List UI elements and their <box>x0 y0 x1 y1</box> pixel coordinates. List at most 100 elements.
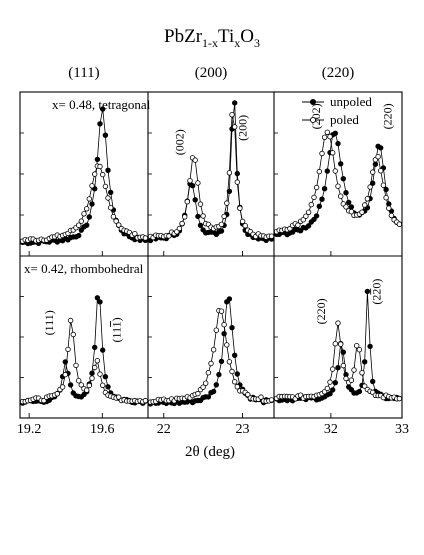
data-point-poled <box>224 200 230 206</box>
data-point-unpoled <box>226 296 233 302</box>
data-point-poled <box>359 209 365 215</box>
figure-title: PbZr1-xTixO3 <box>164 26 260 50</box>
data-point-poled <box>115 394 122 400</box>
data-point-poled <box>367 184 373 190</box>
data-point-unpoled <box>231 100 238 106</box>
data-point-unpoled <box>311 216 317 223</box>
data-point-poled <box>324 129 330 135</box>
data-point-unpoled <box>346 199 352 206</box>
data-point-poled <box>242 222 248 229</box>
data-point-unpoled <box>107 189 114 196</box>
data-point-poled <box>268 233 275 239</box>
data-point-poled <box>268 397 275 403</box>
data-point-poled <box>378 168 384 174</box>
data-point-unpoled <box>189 182 196 189</box>
data-point-poled <box>132 230 138 237</box>
data-point-poled <box>89 375 95 381</box>
data-point-unpoled <box>335 365 341 371</box>
data-point-unpoled <box>370 378 376 385</box>
data-point-unpoled <box>99 347 106 353</box>
panel-note: x= 0.42, rhombohedral <box>24 261 144 276</box>
title-mid: Ti <box>218 26 234 47</box>
data-point-poled <box>97 163 103 170</box>
column-title: (200) <box>195 65 228 81</box>
data-point-unpoled <box>324 168 330 174</box>
data-point-poled <box>335 320 341 326</box>
data-point-poled <box>166 233 172 239</box>
data-point-poled <box>184 198 190 205</box>
data-point-poled <box>41 397 47 404</box>
data-point-unpoled <box>86 214 92 220</box>
data-point-unpoled <box>218 228 225 234</box>
data-point-poled <box>388 212 395 219</box>
data-point-poled <box>311 194 317 201</box>
data-point-poled <box>208 360 214 367</box>
data-point-unpoled <box>94 295 101 301</box>
data-point-unpoled <box>330 387 336 393</box>
peak-label: (220) <box>370 279 384 305</box>
data-point-poled <box>210 347 217 353</box>
data-point-poled <box>200 213 206 219</box>
data-point-poled <box>83 206 90 212</box>
data-point-unpoled <box>367 343 373 350</box>
data-point-poled <box>107 204 114 211</box>
data-point-poled <box>303 213 309 219</box>
x-tick-label: 19.2 <box>17 422 42 437</box>
data-point-unpoled <box>105 384 111 390</box>
data-point-unpoled <box>321 185 328 192</box>
data-point-poled <box>99 171 106 178</box>
data-point-unpoled <box>213 382 219 388</box>
data-point-poled <box>330 366 336 372</box>
data-point-poled <box>338 341 344 347</box>
column-title: (111) <box>68 65 99 81</box>
data-point-poled <box>239 218 246 225</box>
data-point-poled <box>313 184 320 191</box>
title-end: O <box>240 26 254 47</box>
data-point-unpoled <box>362 359 368 365</box>
data-point-unpoled <box>83 222 90 228</box>
data-point-unpoled <box>67 382 74 388</box>
data-point-unpoled <box>231 352 238 358</box>
data-point-poled <box>229 111 235 118</box>
data-point-poled <box>332 341 338 347</box>
data-point-poled <box>348 208 355 215</box>
data-point-poled <box>65 346 71 353</box>
data-point-unpoled <box>89 201 95 207</box>
panels: x= 0.48, tetragonal (002) (200) (202) (220) x… <box>19 97 403 407</box>
panel-0-1: (002) (200) <box>147 100 275 244</box>
panel-1-0: x= 0.42, rhombohedral (111) (111) <box>19 261 149 406</box>
data-point-poled <box>229 368 235 375</box>
axis-ticks: 19.2 19.6 22 23 32 33 <box>17 251 409 437</box>
peak-label: (202) <box>309 103 323 129</box>
column-title: (220) <box>322 65 355 81</box>
title-sub1: 1-x <box>202 36 218 50</box>
legend: unpoled poled <box>302 94 372 127</box>
legend-label-unpoled: unpoled <box>330 94 372 109</box>
data-point-unpoled <box>305 223 312 229</box>
x-tick-label: 32 <box>324 422 338 437</box>
peak-label: (002) <box>172 129 186 155</box>
data-point-unpoled <box>316 203 322 209</box>
data-point-poled <box>258 394 264 400</box>
data-point-poled <box>197 201 204 207</box>
data-point-poled <box>364 196 371 202</box>
data-point-poled <box>218 308 225 314</box>
data-point-poled <box>213 327 219 333</box>
x-tick-label: 22 <box>157 422 171 437</box>
data-point-poled <box>115 222 122 228</box>
data-point-unpoled <box>229 325 235 331</box>
data-point-poled <box>321 389 328 395</box>
data-point-poled <box>205 370 212 376</box>
data-point-poled <box>102 183 109 190</box>
series-line-unpoled <box>276 291 400 402</box>
column-titles: (111) (200) (220) <box>68 65 354 81</box>
data-point-unpoled <box>378 145 384 151</box>
data-point-unpoled <box>364 288 371 295</box>
plot-frame <box>19 91 403 419</box>
data-point-poled <box>319 150 325 157</box>
data-point-poled <box>179 220 185 227</box>
data-point-poled <box>195 390 201 397</box>
data-point-poled <box>348 377 355 383</box>
data-point-poled <box>81 211 87 217</box>
series-line-poled <box>276 323 400 400</box>
